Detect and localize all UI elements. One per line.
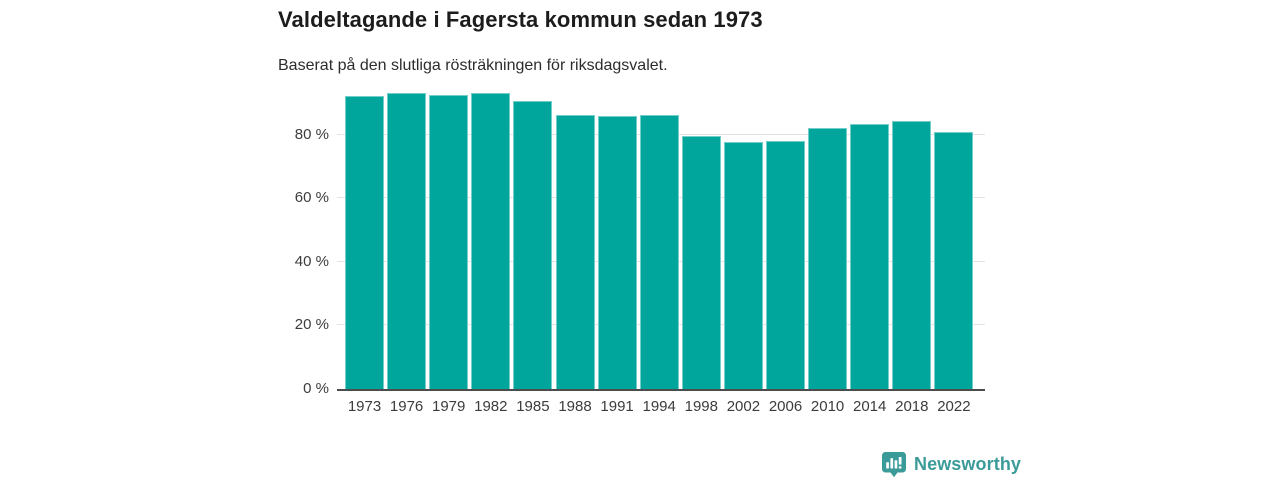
bar-1998 (681, 136, 721, 389)
bar-1991 (597, 116, 637, 389)
y-axis-tick-label: 60 % (294, 189, 329, 207)
x-axis-tick-label: 1973 (347, 398, 382, 415)
bar-2006 (766, 140, 805, 389)
x-axis-tick-label: 1988 (558, 398, 592, 415)
y-axis-tick-label: 20 % (294, 316, 329, 334)
bar-1982 (471, 93, 511, 389)
bar-1979 (429, 95, 469, 389)
bar-1976 (387, 93, 427, 389)
x-axis-tick-label: 1998 (684, 398, 718, 415)
x-axis-tick-label: 1976 (389, 398, 424, 415)
x-axis-tick-label: 2014 (853, 398, 887, 415)
y-axis-tick-label: 0 % (303, 380, 329, 397)
x-axis-tick-label: 2002 (726, 398, 761, 415)
x-axis-tick-label: 2006 (768, 398, 803, 415)
bar-2014 (850, 123, 890, 389)
bar-2018 (892, 120, 932, 389)
bar-1973 (345, 95, 384, 389)
bar-1994 (639, 114, 679, 389)
plot-area: 0 % 20 % 40 % 60 % 80 % 1973 1976 1979 1982 1985 1… (295, 71, 985, 415)
y-axis-tick-label: 40 % (294, 252, 329, 270)
x-axis-tick-label: 1994 (642, 398, 676, 415)
bar-1985 (513, 100, 553, 389)
x-axis-tick-label: 2022 (937, 398, 971, 415)
bar-2010 (808, 128, 848, 389)
newsworthy-attribution-link[interactable]: Newsworthy (881, 451, 1021, 478)
x-axis-tick-label: 1991 (600, 398, 634, 415)
newsworthy-logo-icon (882, 452, 906, 478)
bar-2002 (723, 142, 763, 389)
x-axis-tick-label: 1982 (474, 398, 508, 415)
newsworthy-logo-text: Newsworthy (914, 454, 1022, 474)
x-axis-tick-label: 2010 (810, 398, 845, 415)
bar-1988 (555, 114, 595, 389)
mini-bar-chart-glyph (886, 457, 902, 469)
x-axis-tick-label: 1985 (516, 398, 550, 415)
chart-title: Valdeltagande i Fagersta kommun sedan 19… (278, 7, 763, 32)
x-axis-tick-label: 1979 (432, 398, 466, 415)
speech-bubble-shape (882, 452, 906, 478)
y-axis-tick-label: 80 % (294, 125, 329, 143)
bar-2022 (934, 132, 974, 389)
x-axis-tick-label: 2018 (895, 398, 929, 415)
chart-subtitle: Baserat på den slutliga rösträkningen fö… (278, 57, 668, 74)
